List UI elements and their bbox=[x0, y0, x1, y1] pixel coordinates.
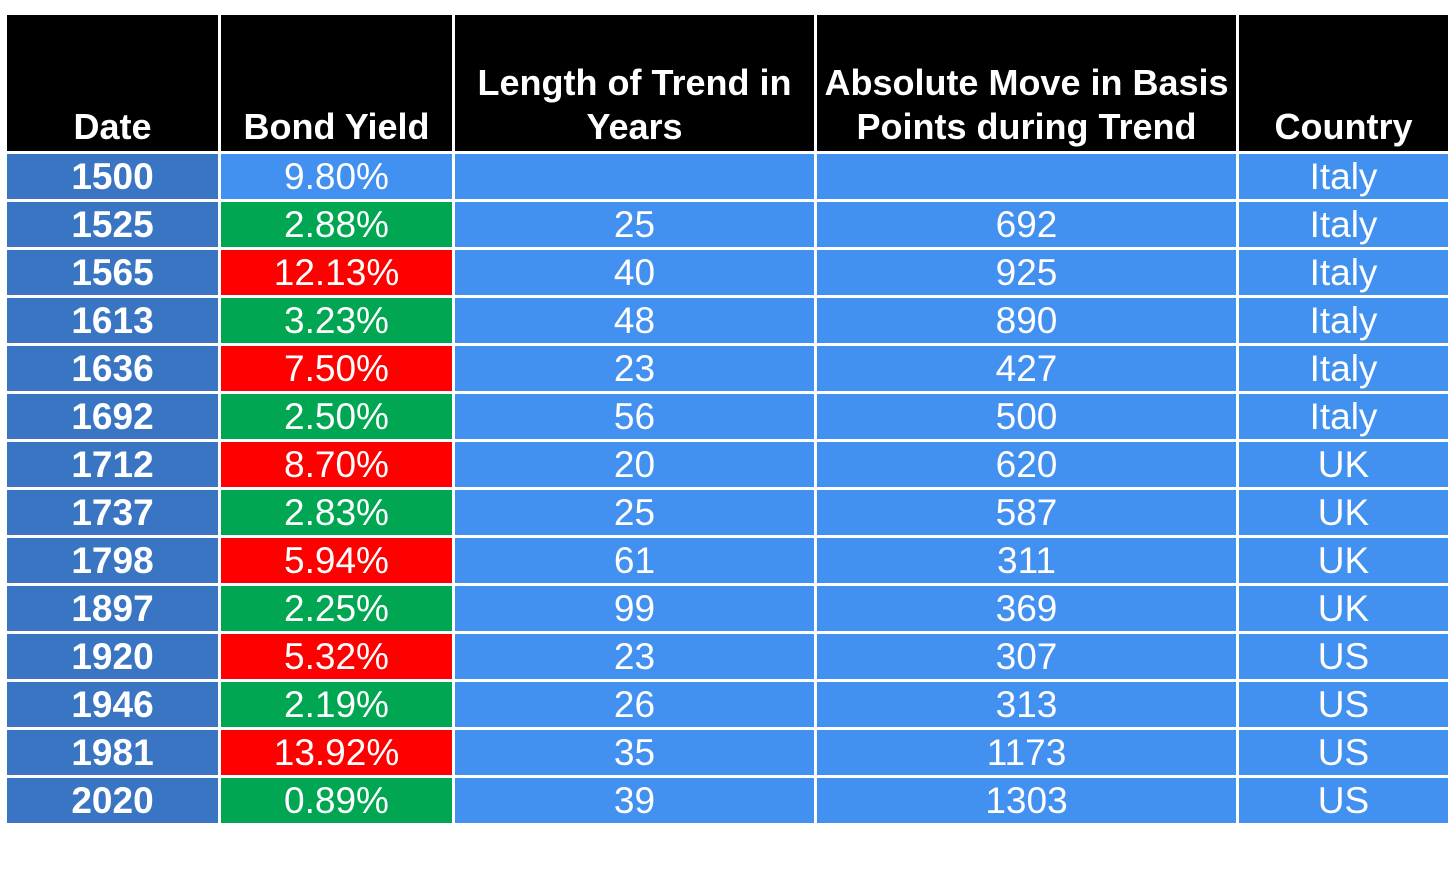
basis-point-move-cell: 500 bbox=[814, 391, 1239, 442]
header-row: Date Bond Yield Length of Trend in Years… bbox=[4, 12, 1451, 154]
basis-point-move-cell: 692 bbox=[814, 199, 1239, 250]
table-row: 1565 12.13% 40 925 Italy bbox=[4, 247, 1451, 298]
table-row: 1897 2.25% 99 369 UK bbox=[4, 583, 1451, 634]
column-header-date: Date bbox=[4, 12, 221, 154]
bond-yield-cell: 9.80% bbox=[218, 151, 455, 202]
country-cell: UK bbox=[1236, 487, 1451, 538]
bond-yield-cell: 2.50% bbox=[218, 391, 455, 442]
basis-point-move-cell: 427 bbox=[814, 343, 1239, 394]
bond-yield-cell: 2.83% bbox=[218, 487, 455, 538]
bond-yield-cell: 0.89% bbox=[218, 775, 455, 826]
bond-yield-cell: 13.92% bbox=[218, 727, 455, 778]
date-cell: 1565 bbox=[4, 247, 221, 298]
date-cell: 1712 bbox=[4, 439, 221, 490]
country-cell: Italy bbox=[1236, 295, 1451, 346]
table-row: 1946 2.19% 26 313 US bbox=[4, 679, 1451, 730]
trend-length-cell: 26 bbox=[452, 679, 817, 730]
basis-point-move-cell: 369 bbox=[814, 583, 1239, 634]
table-row: 1500 9.80% Italy bbox=[4, 151, 1451, 202]
trend-length-cell: 56 bbox=[452, 391, 817, 442]
basis-point-move-cell: 1173 bbox=[814, 727, 1239, 778]
bond-yield-cell: 2.25% bbox=[218, 583, 455, 634]
column-header-country: Country bbox=[1236, 12, 1451, 154]
trend-length-cell: 61 bbox=[452, 535, 817, 586]
country-cell: Italy bbox=[1236, 151, 1451, 202]
bond-yield-cell: 5.94% bbox=[218, 535, 455, 586]
basis-point-move-cell: 587 bbox=[814, 487, 1239, 538]
bond-yield-cell: 5.32% bbox=[218, 631, 455, 682]
country-cell: Italy bbox=[1236, 199, 1451, 250]
date-cell: 1946 bbox=[4, 679, 221, 730]
country-cell: UK bbox=[1236, 535, 1451, 586]
trend-length-cell bbox=[452, 151, 817, 202]
bond-yield-table: Date Bond Yield Length of Trend in Years… bbox=[4, 12, 1451, 826]
column-header-trend-length: Length of Trend in Years bbox=[452, 12, 817, 154]
basis-point-move-cell bbox=[814, 151, 1239, 202]
trend-length-cell: 35 bbox=[452, 727, 817, 778]
table-row: 2020 0.89% 39 1303 US bbox=[4, 775, 1451, 826]
basis-point-move-cell: 311 bbox=[814, 535, 1239, 586]
date-cell: 1636 bbox=[4, 343, 221, 394]
date-cell: 1613 bbox=[4, 295, 221, 346]
date-cell: 1897 bbox=[4, 583, 221, 634]
basis-point-move-cell: 313 bbox=[814, 679, 1239, 730]
date-cell: 1981 bbox=[4, 727, 221, 778]
bond-yield-cell: 7.50% bbox=[218, 343, 455, 394]
country-cell: Italy bbox=[1236, 343, 1451, 394]
country-cell: UK bbox=[1236, 583, 1451, 634]
country-cell: US bbox=[1236, 679, 1451, 730]
bond-yield-cell: 8.70% bbox=[218, 439, 455, 490]
country-cell: Italy bbox=[1236, 247, 1451, 298]
trend-length-cell: 23 bbox=[452, 631, 817, 682]
table-row: 1613 3.23% 48 890 Italy bbox=[4, 295, 1451, 346]
table-row: 1692 2.50% 56 500 Italy bbox=[4, 391, 1451, 442]
bond-yield-cell: 2.88% bbox=[218, 199, 455, 250]
column-header-basis-point-move: Absolute Move in Basis Points during Tre… bbox=[814, 12, 1239, 154]
basis-point-move-cell: 307 bbox=[814, 631, 1239, 682]
table-row: 1798 5.94% 61 311 UK bbox=[4, 535, 1451, 586]
date-cell: 1525 bbox=[4, 199, 221, 250]
table-row: 1636 7.50% 23 427 Italy bbox=[4, 343, 1451, 394]
basis-point-move-cell: 925 bbox=[814, 247, 1239, 298]
column-header-bond-yield: Bond Yield bbox=[218, 12, 455, 154]
table-body: 1500 9.80% Italy 1525 2.88% 25 692 Italy 1565 12.… bbox=[4, 151, 1451, 826]
trend-length-cell: 99 bbox=[452, 583, 817, 634]
trend-length-cell: 39 bbox=[452, 775, 817, 826]
trend-length-cell: 20 bbox=[452, 439, 817, 490]
bond-yield-cell: 12.13% bbox=[218, 247, 455, 298]
trend-length-cell: 25 bbox=[452, 487, 817, 538]
bond-yield-cell: 3.23% bbox=[218, 295, 455, 346]
trend-length-cell: 40 bbox=[452, 247, 817, 298]
table-row: 1712 8.70% 20 620 UK bbox=[4, 439, 1451, 490]
country-cell: US bbox=[1236, 727, 1451, 778]
table-row: 1737 2.83% 25 587 UK bbox=[4, 487, 1451, 538]
date-cell: 1737 bbox=[4, 487, 221, 538]
bond-yield-table-container: Date Bond Yield Length of Trend in Years… bbox=[4, 12, 1451, 826]
date-cell: 2020 bbox=[4, 775, 221, 826]
table-row: 1920 5.32% 23 307 US bbox=[4, 631, 1451, 682]
table-row: 1525 2.88% 25 692 Italy bbox=[4, 199, 1451, 250]
trend-length-cell: 48 bbox=[452, 295, 817, 346]
country-cell: US bbox=[1236, 631, 1451, 682]
trend-length-cell: 25 bbox=[452, 199, 817, 250]
country-cell: UK bbox=[1236, 439, 1451, 490]
date-cell: 1500 bbox=[4, 151, 221, 202]
country-cell: Italy bbox=[1236, 391, 1451, 442]
basis-point-move-cell: 1303 bbox=[814, 775, 1239, 826]
basis-point-move-cell: 620 bbox=[814, 439, 1239, 490]
trend-length-cell: 23 bbox=[452, 343, 817, 394]
bond-yield-cell: 2.19% bbox=[218, 679, 455, 730]
table-row: 1981 13.92% 35 1173 US bbox=[4, 727, 1451, 778]
date-cell: 1798 bbox=[4, 535, 221, 586]
basis-point-move-cell: 890 bbox=[814, 295, 1239, 346]
country-cell: US bbox=[1236, 775, 1451, 826]
date-cell: 1920 bbox=[4, 631, 221, 682]
date-cell: 1692 bbox=[4, 391, 221, 442]
